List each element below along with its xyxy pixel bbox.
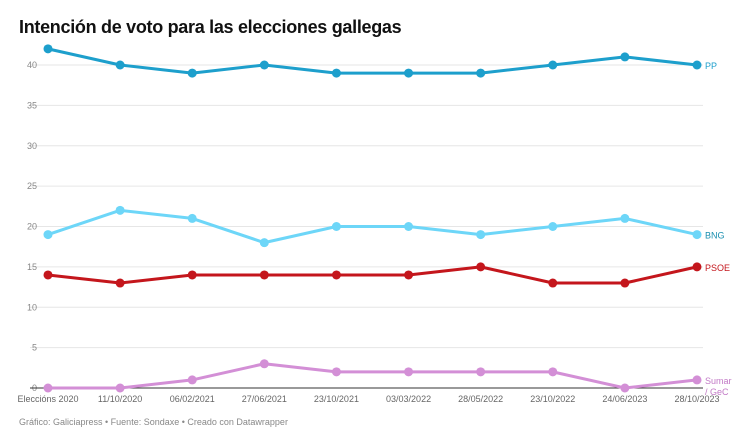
data-point — [115, 383, 125, 393]
series-label: Sumar / GeC — [705, 376, 732, 397]
x-tick-label: 28/10/2023 — [674, 394, 719, 404]
x-tick-label: 03/03/2022 — [386, 394, 431, 404]
data-point — [331, 270, 341, 280]
data-point — [259, 270, 269, 280]
data-point — [187, 68, 197, 78]
data-point — [692, 375, 702, 385]
x-tick-label: Eleccións 2020 — [17, 394, 78, 404]
series-label: PP — [705, 61, 717, 71]
data-point — [476, 68, 486, 78]
x-tick-label: 27/06/2021 — [242, 394, 287, 404]
data-point — [331, 222, 341, 231]
data-point — [43, 270, 53, 280]
data-point — [331, 367, 341, 377]
data-point — [476, 262, 486, 272]
data-point — [115, 205, 125, 215]
x-tick-label: 23/10/2021 — [314, 394, 359, 404]
data-point — [620, 213, 630, 223]
series-line — [47, 47, 698, 75]
series-label: BNG — [705, 231, 725, 241]
data-point — [187, 270, 197, 280]
y-tick-label: 20 — [27, 222, 37, 232]
y-tick-label: 40 — [27, 60, 37, 70]
data-point — [187, 213, 197, 223]
data-point — [692, 60, 702, 70]
series-bng: BNG — [43, 205, 725, 248]
data-point — [259, 60, 269, 70]
chart-title: Intención de voto para las elecciones ga… — [19, 17, 402, 37]
data-point — [331, 68, 341, 78]
data-point — [43, 230, 53, 240]
data-point — [620, 383, 630, 393]
data-point — [692, 230, 702, 240]
data-point — [259, 238, 269, 248]
data-point — [259, 359, 269, 369]
data-point — [404, 367, 414, 377]
data-point — [548, 278, 558, 288]
y-tick-label: 15 — [27, 262, 37, 272]
y-tick-label: 10 — [27, 302, 37, 312]
x-tick-label: 06/02/2021 — [170, 394, 215, 404]
data-point — [115, 60, 125, 70]
data-point — [620, 278, 630, 288]
data-point — [43, 383, 53, 393]
x-tick-label: 28/05/2022 — [458, 394, 503, 404]
data-point — [476, 367, 486, 377]
series-label: PSOE — [705, 263, 730, 273]
data-point — [404, 68, 414, 78]
series-sumar-gec: Sumar / GeC — [43, 359, 732, 397]
data-point — [548, 367, 558, 377]
series-psoe: PSOE — [43, 262, 730, 288]
data-point — [548, 60, 558, 70]
data-point — [404, 270, 414, 280]
data-point — [548, 222, 558, 231]
data-point — [187, 375, 197, 385]
chart-footer: Gráfico: Galiciapress • Fuente: Sondaxe … — [19, 417, 288, 427]
y-tick-label: 35 — [27, 100, 37, 110]
y-tick-label: 30 — [27, 141, 37, 151]
data-point — [620, 52, 630, 62]
data-point — [404, 222, 414, 231]
data-point — [476, 230, 486, 240]
data-point — [43, 44, 53, 54]
x-tick-label: 11/10/2020 — [98, 394, 142, 404]
series-pp: PP — [43, 44, 717, 78]
series-line — [47, 265, 698, 285]
series-line — [48, 362, 698, 390]
y-tick-label: 5 — [32, 343, 37, 353]
series-line — [47, 208, 698, 245]
data-point — [692, 262, 702, 272]
x-tick-label: 23/10/2022 — [530, 394, 575, 404]
x-tick-label: 24/06/2023 — [602, 394, 647, 404]
data-point — [115, 278, 125, 288]
y-tick-label: 25 — [27, 181, 37, 191]
